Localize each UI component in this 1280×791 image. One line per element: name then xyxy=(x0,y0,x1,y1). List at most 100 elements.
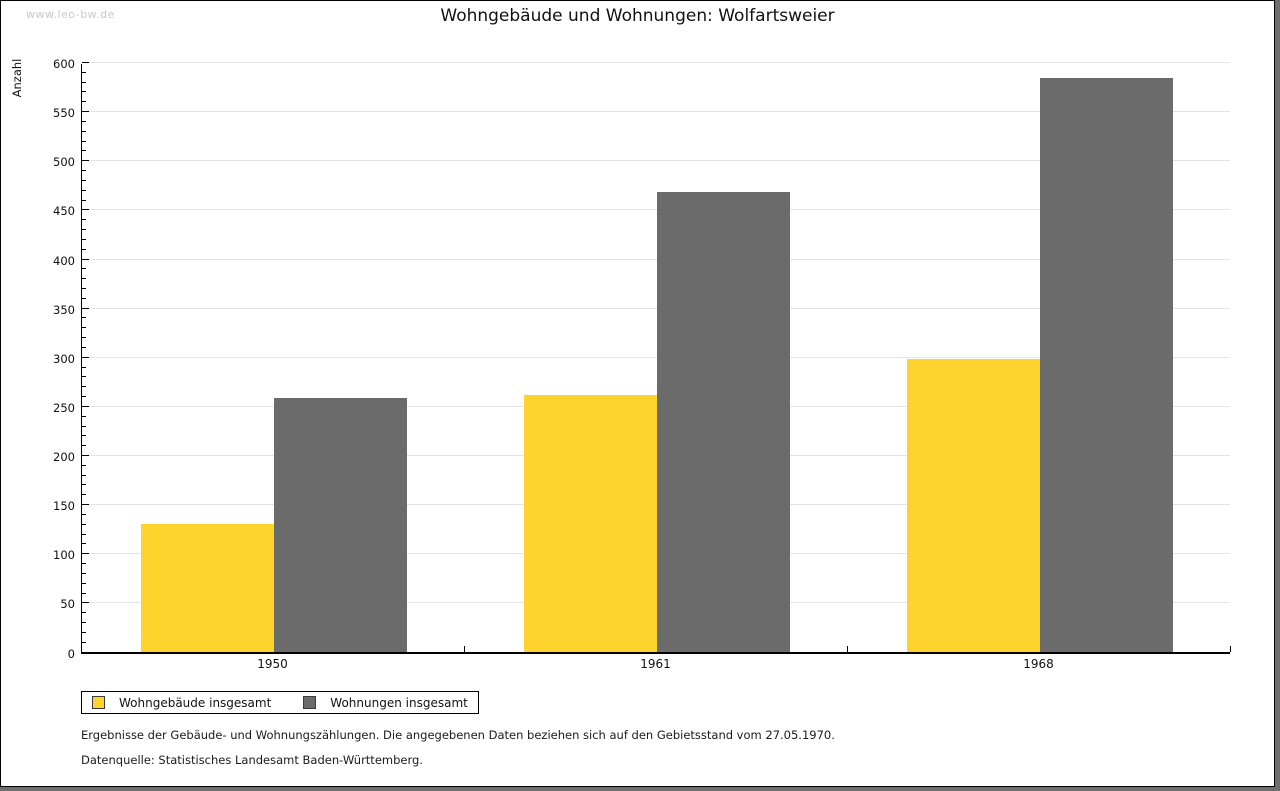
bar-1968-wohnungen xyxy=(1039,77,1173,652)
y-axis-tick xyxy=(82,91,86,93)
y-axis-tick xyxy=(82,238,86,240)
y-axis-tick xyxy=(82,268,86,270)
x-axis-tick-label: 1961 xyxy=(640,657,671,671)
y-axis-tick xyxy=(82,445,86,447)
gridline xyxy=(82,258,1230,260)
y-axis-tick xyxy=(82,258,89,260)
y-axis-tick-label: 500 xyxy=(53,155,75,170)
y-axis-tick xyxy=(82,415,86,417)
y-axis-tick xyxy=(82,405,89,407)
y-axis-tick xyxy=(82,130,86,132)
plot-area xyxy=(81,62,1231,654)
y-axis-tick xyxy=(82,327,86,329)
y-axis-tick-label: 150 xyxy=(53,499,75,514)
y-axis-tick xyxy=(82,120,86,122)
y-axis-tick xyxy=(82,71,86,73)
y-axis-tick xyxy=(82,287,86,289)
bar-1961-wohnungen xyxy=(656,191,790,652)
y-axis-tick xyxy=(82,248,86,250)
y-axis-tick xyxy=(82,179,86,181)
chart-title: Wohngebäude und Wohnungen: Wolfartsweier xyxy=(440,6,835,26)
legend-swatch-gray-icon xyxy=(303,696,317,709)
y-axis-tick-label: 550 xyxy=(53,106,75,121)
site-watermark: www.leo-bw.de xyxy=(26,8,115,21)
y-axis-tick xyxy=(82,484,86,486)
y-axis-tick xyxy=(82,170,86,172)
legend-item-wohngebaeude: Wohngebäude insgesamt xyxy=(92,696,271,710)
y-axis-tick xyxy=(82,366,86,368)
y-axis-tick xyxy=(82,140,86,142)
gridline xyxy=(82,62,1230,63)
y-axis-tick-label: 250 xyxy=(53,400,75,415)
x-axis-tick xyxy=(1230,645,1231,652)
y-axis-tick xyxy=(82,219,86,221)
y-axis-tick xyxy=(82,101,86,103)
y-axis-tick xyxy=(82,504,89,506)
y-axis-tick xyxy=(82,572,86,574)
gridline xyxy=(82,160,1230,162)
footnote-source-note: Ergebnisse der Gebäude- und Wohnungszähl… xyxy=(81,728,835,742)
y-axis-tick xyxy=(82,602,89,604)
y-axis-tick xyxy=(82,494,86,496)
y-axis-tick xyxy=(82,62,89,63)
bar-1961-wohngebaeude xyxy=(523,395,657,652)
gridline xyxy=(82,111,1230,113)
y-axis-tick xyxy=(82,160,89,162)
y-axis-tick-label: 300 xyxy=(53,351,75,366)
y-axis-tick xyxy=(82,356,89,358)
y-axis-tick xyxy=(82,582,86,584)
legend: Wohngebäude insgesamt Wohnungen insgesam… xyxy=(81,691,479,714)
y-axis-tick-label: 200 xyxy=(53,450,75,464)
x-axis-tick xyxy=(847,645,848,652)
y-axis-tick xyxy=(82,543,86,545)
y-axis-tick xyxy=(82,523,86,525)
x-axis-tick-label: 1950 xyxy=(257,657,288,671)
y-axis-tick-label: 600 xyxy=(53,57,75,71)
gridline xyxy=(82,356,1230,358)
y-axis-tick xyxy=(82,425,86,427)
y-axis-tick xyxy=(82,474,86,476)
bar-1950-wohngebaeude xyxy=(140,523,274,652)
y-axis-tick xyxy=(82,317,86,319)
gridline xyxy=(82,307,1230,309)
y-axis-tick xyxy=(82,346,86,348)
y-axis-tick xyxy=(82,209,89,211)
y-axis-tick-label: 0 xyxy=(67,646,75,661)
y-axis-tick xyxy=(82,278,86,280)
y-axis-tick-label: 450 xyxy=(53,204,75,219)
x-axis-tick xyxy=(464,645,465,652)
y-axis-tick xyxy=(82,307,89,309)
y-axis-tick xyxy=(82,455,89,456)
y-axis-tick xyxy=(82,229,86,231)
y-axis-tick xyxy=(82,189,86,191)
y-axis-tick xyxy=(82,386,86,388)
y-axis-tick xyxy=(82,81,86,83)
bar-1950-wohnungen xyxy=(273,398,407,652)
y-axis-tick xyxy=(82,337,86,339)
y-axis-tick xyxy=(82,563,86,565)
y-axis-title: Anzahl xyxy=(10,58,24,98)
legend-label: Wohngebäude insgesamt xyxy=(119,695,272,710)
y-axis-tick xyxy=(82,533,86,535)
y-axis-tick xyxy=(82,396,86,398)
y-axis-tick xyxy=(82,150,86,152)
y-axis-tick xyxy=(82,111,89,113)
y-axis-tick xyxy=(82,435,86,437)
y-axis-tick-label: 50 xyxy=(60,597,75,612)
y-axis-tick-label: 350 xyxy=(53,302,75,317)
y-axis-tick xyxy=(82,641,86,643)
legend-label: Wohnungen insgesamt xyxy=(330,695,468,710)
y-axis-tick xyxy=(82,622,86,624)
y-axis-tick xyxy=(82,513,86,515)
y-axis-tick xyxy=(82,464,86,466)
gridline xyxy=(82,209,1230,211)
footnote-data-source: Datenquelle: Statistisches Landesamt Bad… xyxy=(81,753,423,767)
x-axis-tick-label: 1968 xyxy=(1023,657,1054,671)
y-axis-tick xyxy=(82,592,86,594)
legend-item-wohnungen: Wohnungen insgesamt xyxy=(303,696,468,710)
y-axis-tick-label: 400 xyxy=(53,253,75,268)
y-axis-tick xyxy=(82,612,86,614)
y-axis-tick xyxy=(82,199,86,201)
y-axis-tick xyxy=(82,553,89,555)
